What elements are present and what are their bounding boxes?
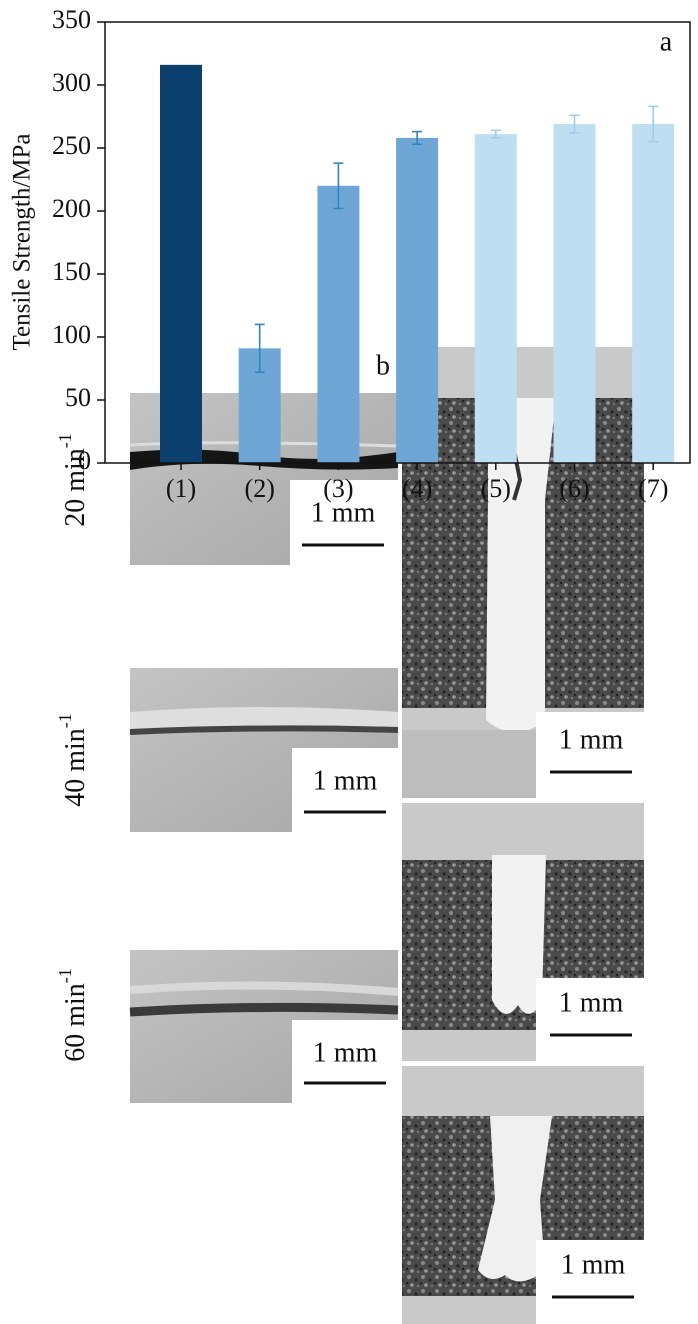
error-bar: [490, 129, 501, 139]
y-tick-label: 150: [52, 257, 91, 286]
y-tick-label: 350: [52, 5, 91, 34]
micrograph-c: [402, 1066, 644, 1324]
error-bar: [569, 114, 580, 134]
row-label: 60 min-1: [55, 968, 91, 1062]
error-bar: [648, 105, 659, 143]
scale-bar-label: 1 mm: [559, 724, 624, 755]
panel-label: a: [660, 26, 673, 57]
row-label-exponent: -1: [55, 433, 75, 448]
error-bar: [412, 130, 423, 146]
row-label: 20 min-1: [55, 433, 91, 527]
row-label-exponent: -1: [55, 713, 75, 728]
bar: [160, 64, 202, 463]
x-tick-label: (2): [245, 474, 275, 503]
row-label-exponent: -1: [55, 968, 75, 983]
x-tick-label: (7): [638, 474, 668, 503]
micrograph-c: [402, 347, 644, 798]
row-label: 40 min-1: [55, 713, 91, 807]
y-tick-label: 100: [52, 320, 91, 349]
y-tick-label: 300: [52, 68, 91, 97]
scale-bar-label: 1 mm: [561, 1249, 626, 1280]
x-tick-label: (3): [323, 474, 353, 503]
panel-label: b: [376, 350, 390, 381]
bar: [553, 124, 596, 463]
scale-bar-label: 1 mm: [313, 1037, 378, 1068]
plot-frame: [104, 21, 691, 464]
micrograph-b: [129, 668, 399, 832]
x-tick-label: (6): [559, 474, 589, 503]
y-tick-label: 0: [78, 446, 91, 475]
y-tick-label: 50: [65, 383, 91, 412]
micrograph-c: [402, 803, 644, 1061]
x-tick-label: (4): [402, 474, 432, 503]
bar: [474, 134, 517, 463]
row-label-text: 20 min: [60, 448, 91, 527]
y-axis-label: Tensile Strength/MPa: [9, 134, 36, 351]
bar: [317, 185, 360, 464]
x-tick-label: (1): [166, 474, 196, 503]
micrograph-b: [129, 950, 399, 1103]
scale-bar-label: 1 mm: [559, 987, 624, 1018]
bar: [632, 124, 675, 463]
error-bar: [333, 162, 344, 210]
y-tick-label: 200: [52, 194, 91, 223]
error-bar: [254, 323, 265, 374]
scale-bar-label: 1 mm: [313, 765, 378, 796]
scale-bar-label: 1 mm: [311, 497, 376, 528]
x-tick-label: (5): [481, 474, 511, 503]
row-label-text: 60 min: [60, 983, 91, 1062]
row-label-text: 40 min: [60, 728, 91, 807]
y-tick-label: 250: [52, 131, 91, 160]
bar: [396, 137, 439, 464]
